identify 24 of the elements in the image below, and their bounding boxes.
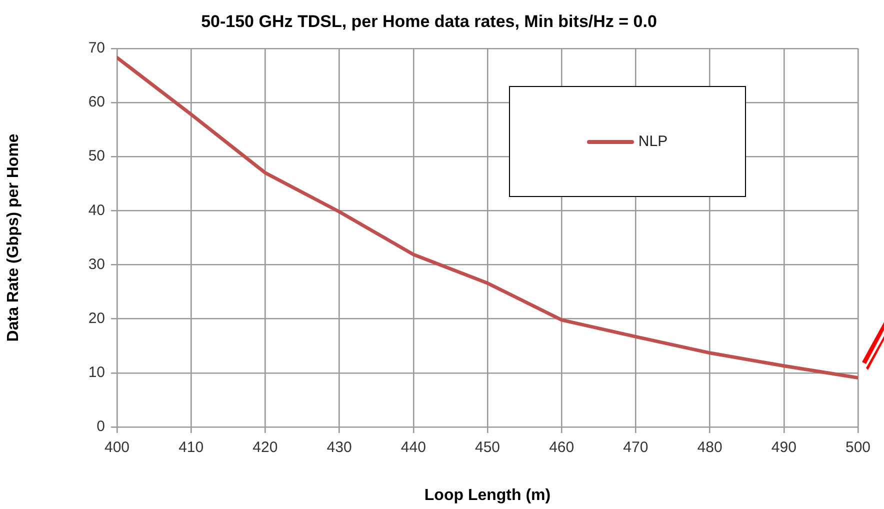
- x-tick-label: 480: [697, 439, 722, 456]
- y-tick-label: 20: [88, 310, 105, 327]
- y-tick-label: 70: [88, 40, 105, 57]
- x-tick-label: 410: [178, 439, 204, 456]
- y-tick-label: 30: [88, 256, 105, 273]
- y-tick-label: 10: [88, 364, 105, 382]
- x-tick-label: 400: [104, 439, 130, 456]
- y-axis-title: Data Rate (Gbps) per Home: [5, 134, 22, 342]
- x-tick-label: 440: [400, 439, 426, 456]
- x-tick-label: 490: [771, 439, 796, 456]
- legend-label: NLP: [638, 133, 668, 150]
- x-tick-label: 470: [623, 439, 648, 456]
- x-axis-title: Loop Length (m): [424, 486, 551, 504]
- x-tick-label: 500: [845, 439, 871, 456]
- legend-box: NLP: [509, 86, 746, 198]
- y-tick-label: 50: [88, 148, 105, 165]
- x-tick-label: 430: [326, 439, 352, 456]
- y-tick-label: 60: [88, 94, 105, 111]
- y-tick-label: 0: [96, 418, 105, 436]
- x-tick-label: 420: [252, 439, 278, 456]
- chart-title: 50-150 GHz TDSL, per Home data rates, Min bits/Hz = 0.0: [201, 12, 657, 31]
- x-tick-label: 450: [474, 439, 500, 456]
- y-tick-label: 40: [88, 202, 105, 219]
- x-tick-label: 460: [549, 439, 574, 456]
